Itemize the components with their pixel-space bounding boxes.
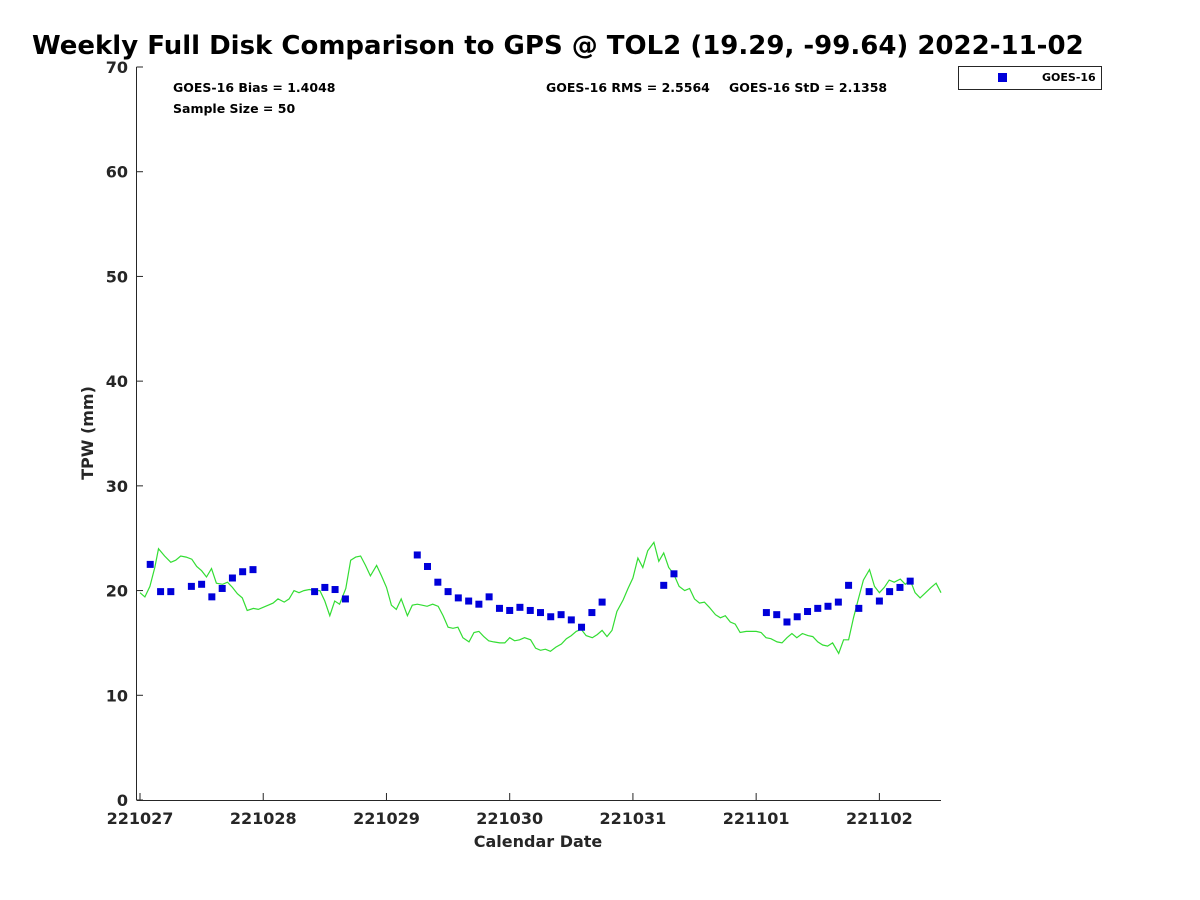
- bias-stat: GOES-16 Bias = 1.4048: [173, 80, 335, 95]
- x-ticks: 221027 221028 221029 221030 221031 221101 2211…: [107, 793, 913, 828]
- goes-16-point: [341, 595, 349, 603]
- goes-16-point: [311, 588, 319, 596]
- goes-16-point: [239, 568, 247, 576]
- goes-16-point: [804, 608, 812, 616]
- goes-16-point: [834, 598, 842, 606]
- goes-16-point: [321, 583, 329, 591]
- x-tick-label: 221031: [600, 809, 667, 828]
- goes-16-point: [578, 623, 586, 631]
- y-tick-label: 20: [106, 582, 128, 601]
- goes-16-point: [198, 580, 206, 588]
- gps-tpw-line: [139, 541, 942, 655]
- goes-16-point: [465, 597, 473, 605]
- goes-16-point: [845, 581, 853, 589]
- goes-16-point: [814, 604, 822, 612]
- goes-16-point: [187, 582, 195, 590]
- goes-16-point: [495, 604, 503, 612]
- goes-16-point: [588, 609, 596, 617]
- goes-16-point: [413, 551, 421, 559]
- goes-16-point: [824, 602, 832, 610]
- legend-marker-goes-16: [998, 73, 1007, 82]
- goes-16-point: [547, 613, 555, 621]
- y-tick-label: 70: [106, 58, 128, 77]
- x-axis-label: Calendar Date: [474, 832, 603, 851]
- goes-16-point: [516, 603, 524, 611]
- goes-16-point: [249, 566, 257, 574]
- goes-16-point: [444, 588, 452, 596]
- x-tick-label: 221027: [107, 809, 174, 828]
- goes-16-point: [167, 588, 175, 596]
- goes-16-point: [567, 616, 575, 624]
- series-layer: [139, 541, 942, 655]
- std-stat: GOES-16 StD = 2.1358: [729, 80, 887, 95]
- chart-title: Weekly Full Disk Comparison to GPS @ TOL…: [32, 31, 1084, 61]
- y-tick-label: 40: [106, 372, 128, 391]
- y-tick-label: 50: [106, 267, 128, 286]
- goes-16-point: [793, 613, 801, 621]
- x-tick-label: 221101: [723, 809, 790, 828]
- legend: GOES-16: [958, 66, 1102, 90]
- sample-size-stat: Sample Size = 50: [173, 101, 295, 116]
- goes-16-point: [434, 578, 442, 586]
- x-tick-label: 221029: [353, 809, 420, 828]
- x-tick-label: 221030: [476, 809, 543, 828]
- goes-16-point: [475, 600, 483, 608]
- goes-16-point: [773, 611, 781, 619]
- y-tick-label: 10: [106, 686, 128, 705]
- goes-16-point: [660, 581, 668, 589]
- goes-16-point: [783, 618, 791, 626]
- y-tick-label: 0: [117, 791, 128, 810]
- goes-16-point: [670, 570, 678, 578]
- plot-area: 0 10 20 30 40 50 60 70 221027 221028 221029 221030…: [106, 58, 942, 828]
- goes-16-point: [526, 606, 534, 614]
- goes-16-point: [598, 598, 606, 606]
- y-tick-label: 30: [106, 477, 128, 496]
- y-tick-label: 60: [106, 163, 128, 182]
- legend-label-goes-16: GOES-16: [1042, 71, 1096, 84]
- goes-16-point: [875, 597, 883, 605]
- goes-16-point: [485, 593, 493, 601]
- goes-16-point: [896, 583, 904, 591]
- goes-16-point: [423, 562, 431, 570]
- rms-stat: GOES-16 RMS = 2.5564: [546, 80, 710, 95]
- goes-16-point: [454, 594, 462, 602]
- legend-box: [958, 66, 1102, 90]
- goes-16-point: [557, 611, 565, 619]
- goes-16-point: [157, 588, 165, 596]
- y-axis-label: TPW (mm): [78, 386, 97, 480]
- goes-16-point: [865, 588, 873, 596]
- goes-16-point: [762, 609, 770, 617]
- y-ticks: 0 10 20 30 40 50 60 70: [106, 58, 143, 810]
- goes-16-point: [331, 586, 339, 594]
- goes-16-point: [208, 593, 216, 601]
- goes-16-point: [506, 606, 514, 614]
- goes-16-point: [146, 560, 154, 568]
- goes-16-point: [537, 609, 544, 617]
- x-tick-label: 221102: [846, 809, 913, 828]
- goes-16-point: [886, 588, 894, 596]
- x-tick-label: 221028: [230, 809, 297, 828]
- goes-16-point: [855, 604, 863, 612]
- goes-16-point: [218, 584, 226, 592]
- goes-16-point: [228, 574, 236, 582]
- goes-16-point: [906, 577, 914, 585]
